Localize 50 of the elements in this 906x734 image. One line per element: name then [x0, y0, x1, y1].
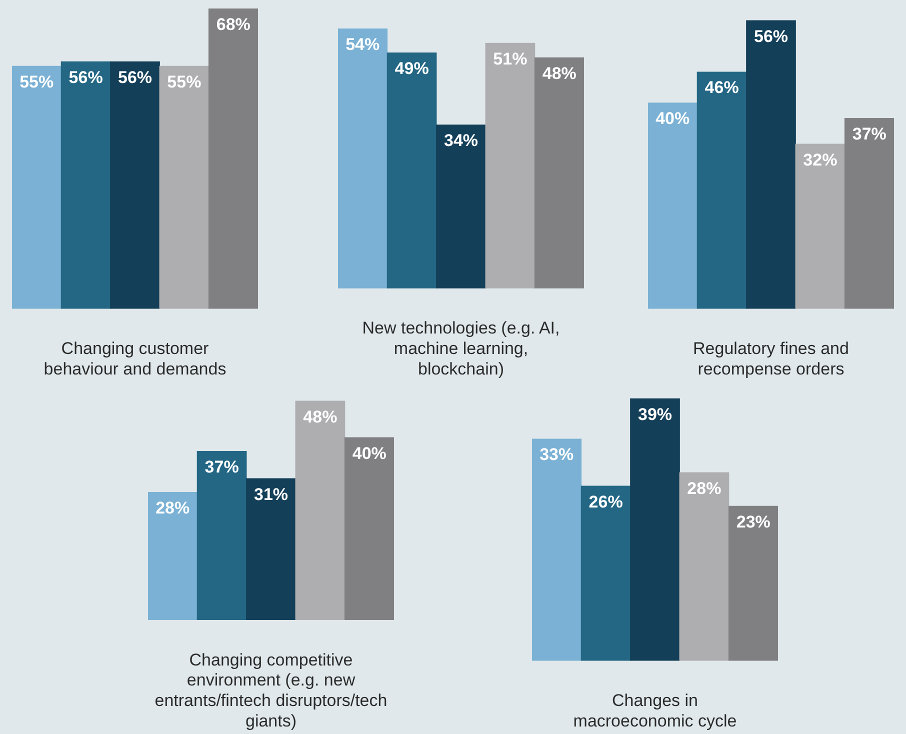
bar	[534, 57, 584, 288]
data-label: 28%	[156, 498, 190, 518]
data-label: 56%	[118, 68, 152, 87]
bar	[148, 492, 198, 620]
data-label: 23%	[736, 512, 770, 532]
bar	[436, 124, 486, 288]
data-label: 56%	[68, 68, 103, 87]
bar	[344, 437, 394, 620]
bar	[844, 118, 894, 309]
bar	[196, 450, 247, 620]
data-label: 56%	[754, 26, 788, 46]
bar	[246, 478, 296, 620]
data-label: 34%	[444, 131, 478, 150]
data-label: 37%	[852, 124, 886, 144]
bar	[679, 472, 730, 661]
x-axis-title: New technologies (e.g. AI, machine learning, blockchain)	[362, 318, 560, 378]
x-axis-title: Changing customer behaviour and demands	[44, 339, 226, 378]
data-label: 48%	[303, 407, 338, 426]
data-label: 48%	[542, 64, 576, 83]
bar	[338, 28, 388, 288]
bar	[630, 398, 680, 661]
data-label: 33%	[540, 445, 574, 464]
data-label: 32%	[803, 150, 838, 170]
data-label: 55%	[20, 72, 54, 92]
data-label: 26%	[588, 492, 623, 512]
data-label: 54%	[346, 35, 380, 54]
bar	[696, 72, 747, 309]
bar	[795, 144, 846, 309]
data-label: 28%	[687, 478, 722, 498]
bar	[532, 438, 582, 661]
x-axis-title: Regulatory fines and recompense orders	[693, 339, 849, 378]
x-axis-title: Changing competitive environment (e.g. new entrants/fintech disruptors/tech giants)	[154, 650, 388, 730]
bar	[295, 400, 346, 620]
data-label: 37%	[204, 457, 239, 476]
bar	[746, 20, 796, 309]
data-label: 40%	[352, 444, 386, 463]
data-label: 46%	[704, 78, 739, 98]
data-label: 39%	[638, 404, 672, 424]
bar	[728, 506, 778, 661]
data-label: 51%	[493, 49, 528, 68]
data-label: 68%	[216, 15, 250, 34]
data-label: 31%	[254, 484, 288, 504]
x-axis-title: Changes in macroeconomic cycle	[573, 691, 737, 730]
bar	[580, 486, 631, 661]
data-label: 49%	[394, 59, 429, 78]
bar	[386, 52, 437, 288]
bar	[648, 102, 698, 309]
bar	[485, 42, 536, 288]
data-label: 55%	[167, 72, 202, 92]
data-label: 40%	[656, 109, 690, 128]
